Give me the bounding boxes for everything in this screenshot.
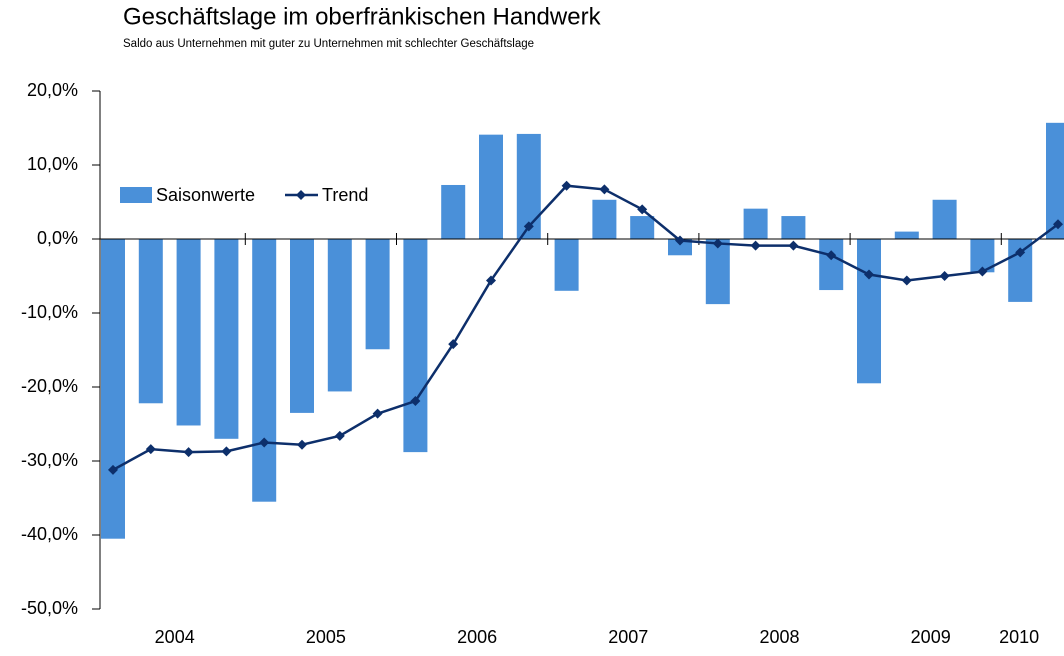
x-tick-label: 2007 <box>608 627 648 647</box>
bar <box>857 239 881 384</box>
trend-marker <box>334 430 345 441</box>
trend-marker <box>410 396 421 407</box>
x-tick-label: 2009 <box>911 627 951 647</box>
bar <box>781 216 806 239</box>
bar <box>554 239 579 291</box>
bar <box>403 239 428 453</box>
trend-marker <box>939 271 950 281</box>
y-tick-label: -10,0% <box>21 302 78 322</box>
legend-label: Trend <box>322 185 368 205</box>
trend-line <box>112 184 1059 471</box>
trend-marker <box>1053 219 1063 230</box>
y-tick-label: -50,0% <box>21 598 78 618</box>
trend-marker <box>486 275 496 286</box>
bar <box>214 239 239 439</box>
y-tick-label: -30,0% <box>21 450 78 470</box>
trend-marker <box>750 240 761 251</box>
x-tick-label: 2005 <box>306 627 346 647</box>
bar <box>101 239 125 539</box>
y-tick-label: 20,0% <box>27 80 78 100</box>
bar <box>290 239 314 413</box>
trend-marker <box>448 339 459 350</box>
chart-title: Geschäftslage im oberfränkischen Handwer… <box>123 3 602 30</box>
y-tick-label: 10,0% <box>27 154 78 174</box>
trend-marker <box>712 238 723 249</box>
trend-marker <box>1015 247 1026 258</box>
trend-marker <box>221 446 232 457</box>
bar <box>365 239 390 350</box>
bar <box>932 199 957 239</box>
chart-subtitle: Saldo aus Unternehmen mit guter zu Unter… <box>123 38 534 50</box>
trend-marker <box>637 204 648 215</box>
bar <box>479 134 503 239</box>
trend-marker <box>372 408 383 419</box>
trend-marker <box>145 444 156 455</box>
trend-marker <box>977 266 988 277</box>
trend-marker <box>297 439 307 450</box>
legend-marker <box>296 190 306 200</box>
trend-marker <box>675 235 685 246</box>
trend-marker <box>826 250 837 261</box>
bar <box>138 239 163 404</box>
trend-marker <box>183 447 194 458</box>
trend-marker <box>599 184 610 195</box>
trend-marker <box>561 180 572 191</box>
bar <box>630 216 655 239</box>
bar <box>176 239 201 426</box>
bar <box>1046 122 1064 239</box>
bar <box>252 239 277 502</box>
y-tick-label: 0,0% <box>37 228 78 248</box>
legend-label: Saisonwerte <box>156 185 255 205</box>
bar <box>894 231 919 239</box>
trend-marker <box>864 269 874 280</box>
trend-marker <box>259 437 270 448</box>
trend-marker <box>788 240 799 251</box>
bar <box>441 184 466 239</box>
x-tick-label: 2004 <box>155 627 195 647</box>
bar <box>668 239 692 256</box>
y-tick-label: -40,0% <box>21 524 78 544</box>
trend-marker <box>523 221 534 232</box>
bar <box>327 239 352 392</box>
bar <box>705 239 730 305</box>
x-tick-label: 2008 <box>759 627 799 647</box>
trend-marker <box>901 275 912 286</box>
x-tick-label: 2010 <box>999 627 1039 647</box>
trend-marker <box>108 464 118 475</box>
x-tick-label: 2006 <box>457 627 497 647</box>
y-tick-label: -20,0% <box>21 376 78 396</box>
legend-swatch <box>120 187 152 203</box>
bar <box>819 239 844 291</box>
bar <box>743 208 768 239</box>
bar <box>592 199 617 239</box>
